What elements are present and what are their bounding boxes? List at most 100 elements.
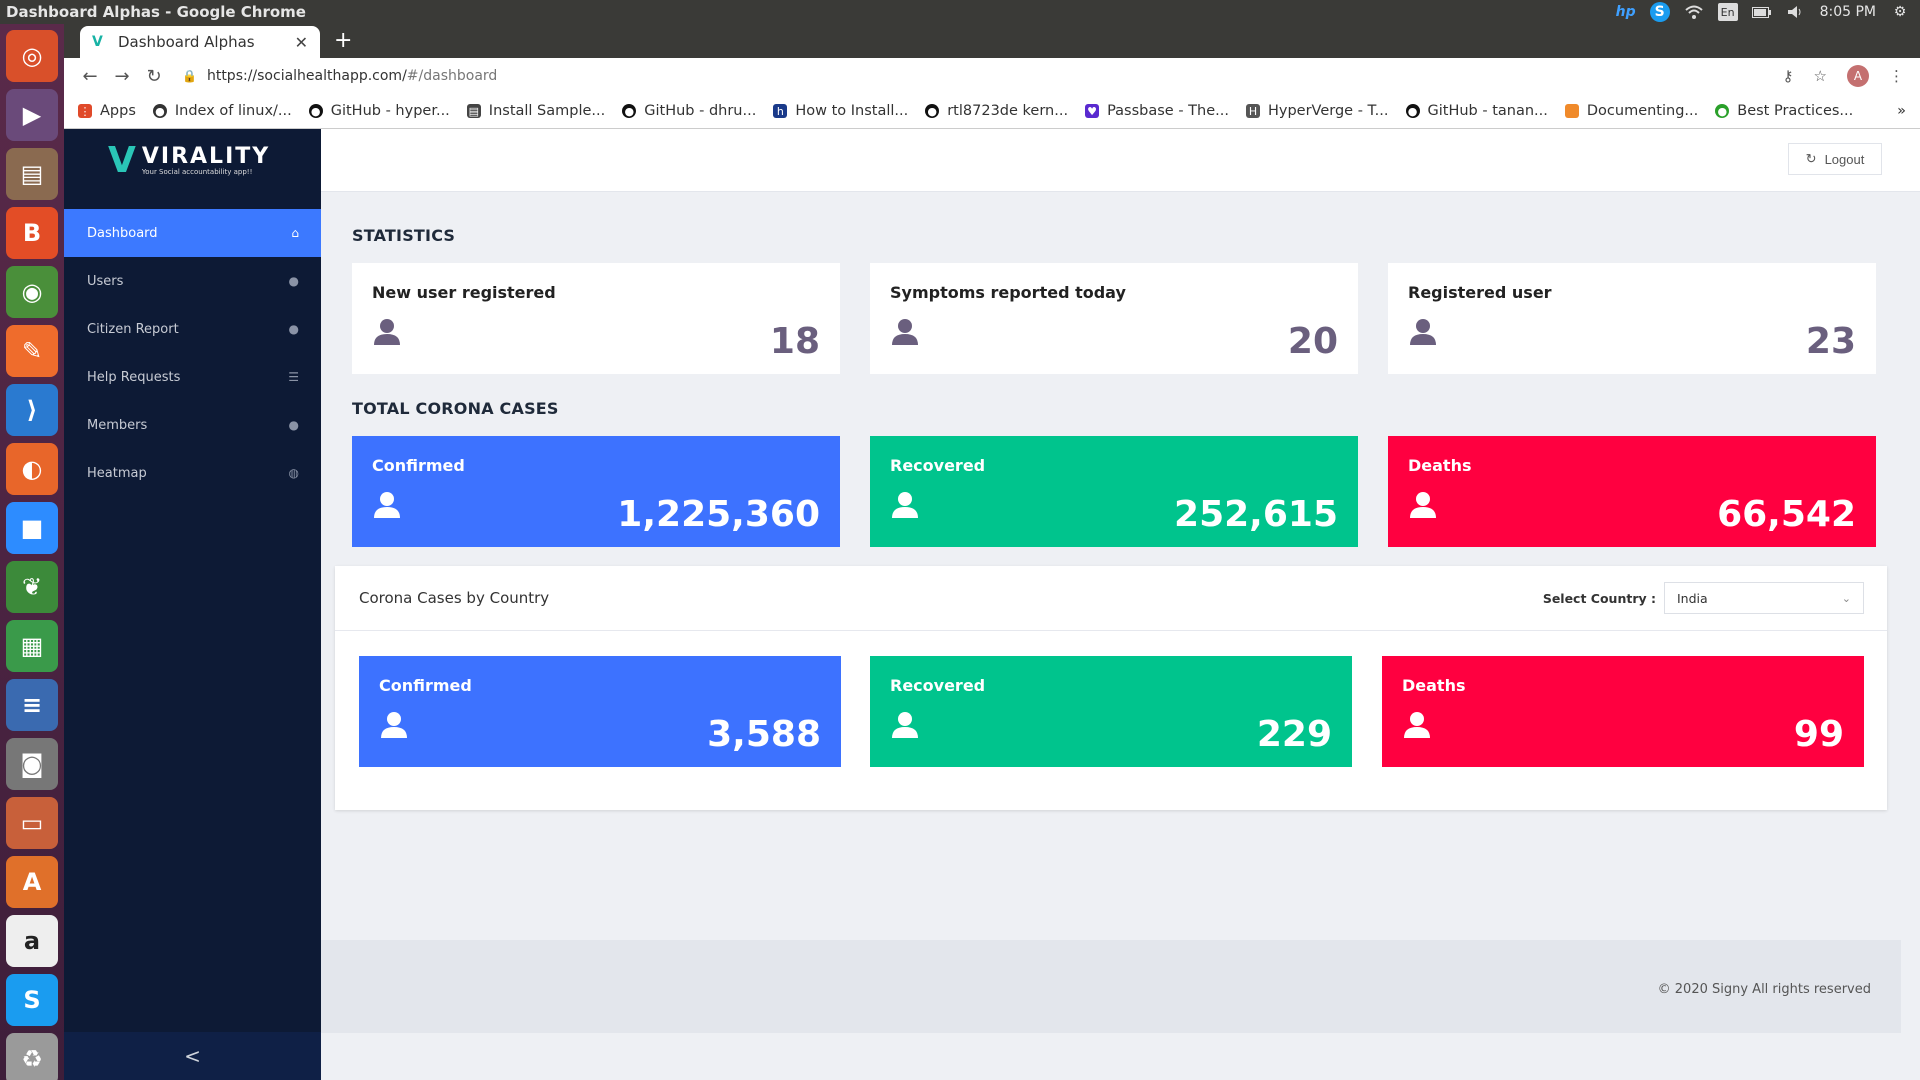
bookmark-item[interactable]: ● rtl8723de kern... xyxy=(925,103,1068,119)
zoom-icon[interactable]: ■ xyxy=(6,502,58,554)
hp-icon[interactable]: hp xyxy=(1615,4,1636,20)
key-icon[interactable]: ⚷ xyxy=(1782,67,1794,85)
files-icon[interactable]: ▤ xyxy=(6,148,58,200)
page-footer: © 2020 Signy All rights reserved xyxy=(321,940,1901,1033)
volume-icon[interactable] xyxy=(1786,3,1806,21)
case-card-value: 1,225,360 xyxy=(617,494,820,535)
virality-logo-icon: V xyxy=(108,140,136,181)
user-icon: ● xyxy=(288,322,299,336)
hackernoon-icon: h xyxy=(773,104,788,118)
sidebar-item-users[interactable]: Users ● xyxy=(64,257,321,305)
country-recovered-card: Recovered 229 xyxy=(870,656,1352,767)
tab-close-icon[interactable]: ✕ xyxy=(294,32,308,52)
user-icon xyxy=(374,319,400,345)
skype-tray-icon[interactable]: S xyxy=(1649,2,1670,22)
bookmark-apps[interactable]: ⋮ Apps xyxy=(78,103,136,119)
bookmark-item[interactable]: ● GitHub - tanan... xyxy=(1405,103,1548,119)
sidebar-item-dashboard[interactable]: Dashboard ⌂ xyxy=(64,209,321,257)
bookmark-item[interactable]: h How to Install... xyxy=(773,103,908,119)
case-card-value: 66,542 xyxy=(1717,494,1856,535)
bookmark-item[interactable]: ● Index of linux/... xyxy=(152,103,292,119)
sidebar-item-heatmap[interactable]: Heatmap ◍ xyxy=(64,449,321,497)
country-cases-panel: Corona Cases by Country Select Country :… xyxy=(335,566,1887,810)
hyperverge-icon: H xyxy=(1245,104,1260,118)
bookmark-item[interactable]: H HyperVerge - T... xyxy=(1245,103,1389,119)
bookmark-item[interactable]: ♥ Passbase - The... xyxy=(1085,103,1229,119)
amazon-icon[interactable]: a xyxy=(6,915,58,967)
app-root: V VIRALITY Your Social accountability ap… xyxy=(64,129,1920,1080)
select-country-label: Select Country : xyxy=(1542,590,1656,606)
lock-icon[interactable]: 🔒 xyxy=(182,69,197,83)
bookmark-item[interactable]: ● GitHub - hyper... xyxy=(308,103,450,119)
sidebar-item-members[interactable]: Members ● xyxy=(64,401,321,449)
sidebar-item-label: Citizen Report xyxy=(87,321,179,337)
clock[interactable]: 8:05 PM xyxy=(1819,4,1876,20)
sidebar-menu: Dashboard ⌂ Users ● Citizen Report ● Hel… xyxy=(64,209,321,497)
total-recovered-card: Recovered 252,615 xyxy=(870,436,1358,547)
github-icon: ● xyxy=(1405,104,1420,118)
browser-tab[interactable]: V Dashboard Alphas ✕ xyxy=(80,26,320,58)
case-card-label: Recovered xyxy=(890,676,986,695)
profile-avatar[interactable]: A xyxy=(1847,65,1869,87)
firefox-icon[interactable]: ◐ xyxy=(6,443,58,495)
brand-name: VIRALITY xyxy=(141,143,271,169)
sidebar-item-label: Heatmap xyxy=(87,465,147,481)
country-select[interactable]: India ⌄ xyxy=(1664,582,1864,614)
skype-icon[interactable]: S xyxy=(6,974,58,1026)
bookmark-item[interactable]: Documenting... xyxy=(1564,103,1698,119)
chrome-icon[interactable]: ◉ xyxy=(6,266,58,318)
keyboard-layout-indicator[interactable]: En xyxy=(1717,3,1738,21)
total-cases-heading: TOTAL CORONA CASES xyxy=(352,399,559,418)
writer-icon[interactable]: ≡ xyxy=(6,679,58,731)
bookmark-item[interactable]: ● GitHub - dhru... xyxy=(622,103,756,119)
copyright-text: © 2020 Signy All rights reserved xyxy=(1657,982,1871,997)
url-path: #/dashboard xyxy=(406,68,498,84)
brave-browser-icon[interactable]: B xyxy=(6,207,58,259)
user-icon xyxy=(374,492,400,518)
bookmarks-overflow-icon[interactable]: » xyxy=(1897,103,1906,119)
bookmark-item[interactable]: ● Best Practices... xyxy=(1715,103,1853,119)
back-arrow-icon[interactable]: ← xyxy=(82,65,98,87)
vscode-icon[interactable]: ⟩ xyxy=(6,384,58,436)
unity-launcher: ◎ ▶ ▤ B ◉ ✎ ⟩ ◐ ■ ❦ ▦ ≡ ◙ ▭ A a S ♻ xyxy=(0,24,64,1080)
software-center-icon[interactable]: A xyxy=(6,856,58,908)
settings-gear-icon[interactable]: ⚙ xyxy=(1893,4,1907,20)
sidebar-item-help-requests[interactable]: Help Requests ☰ xyxy=(64,353,321,401)
battery-icon[interactable] xyxy=(1751,3,1772,21)
reload-icon[interactable]: ↻ xyxy=(146,65,162,87)
ubuntu-dash-icon[interactable]: ◎ xyxy=(6,30,58,82)
best-practices-icon: ● xyxy=(1715,104,1730,118)
mongodb-compass-icon[interactable]: ❦ xyxy=(6,561,58,613)
os-top-panel: Dashboard Alphas - Google Chrome hp S En… xyxy=(0,0,1920,24)
panel-header: Corona Cases by Country Select Country :… xyxy=(335,566,1887,631)
wifi-icon[interactable] xyxy=(1684,3,1704,21)
video-player-icon[interactable]: ▶ xyxy=(6,89,58,141)
sidebar-item-citizen-report[interactable]: Citizen Report ● xyxy=(64,305,321,353)
documenting-icon xyxy=(1564,104,1579,118)
country-deaths-card: Deaths 99 xyxy=(1382,656,1864,767)
address-bar[interactable]: 🔒 https://socialhealthapp.com/#/dashboar… xyxy=(182,68,1783,84)
sidebar-collapse-button[interactable]: < xyxy=(64,1032,321,1080)
brand-logo[interactable]: V VIRALITY Your Social accountability ap… xyxy=(64,129,321,192)
bookmark-star-icon[interactable]: ☆ xyxy=(1813,67,1827,85)
user-icon: ● xyxy=(288,274,299,288)
spreadsheet-icon[interactable]: ▦ xyxy=(6,620,58,672)
logout-button[interactable]: ↻ Logout xyxy=(1788,143,1882,175)
new-tab-icon[interactable]: + xyxy=(334,28,353,53)
home-icon: ⌂ xyxy=(291,226,299,240)
sidebar-item-label: Help Requests xyxy=(87,369,181,385)
top-header: ↻ Logout xyxy=(321,129,1920,192)
user-icon xyxy=(1410,319,1436,345)
presentation-icon[interactable]: ▭ xyxy=(6,797,58,849)
camera-icon[interactable]: ◙ xyxy=(6,738,58,790)
browser-toolbar: ← → ↻ 🔒 https://socialhealthapp.com/#/da… xyxy=(64,58,1920,94)
forward-arrow-icon[interactable]: → xyxy=(114,65,130,87)
tab-strip: V Dashboard Alphas ✕ + xyxy=(64,24,1920,58)
trash-icon[interactable]: ♻ xyxy=(6,1033,58,1080)
sidebar-item-label: Users xyxy=(87,273,124,289)
kebab-menu-icon[interactable]: ⋮ xyxy=(1889,67,1904,85)
total-confirmed-card: Confirmed 1,225,360 xyxy=(352,436,840,547)
bookmark-item[interactable]: ▤ Install Sample... xyxy=(466,103,606,119)
postman-icon[interactable]: ✎ xyxy=(6,325,58,377)
github-icon: ● xyxy=(622,104,637,118)
